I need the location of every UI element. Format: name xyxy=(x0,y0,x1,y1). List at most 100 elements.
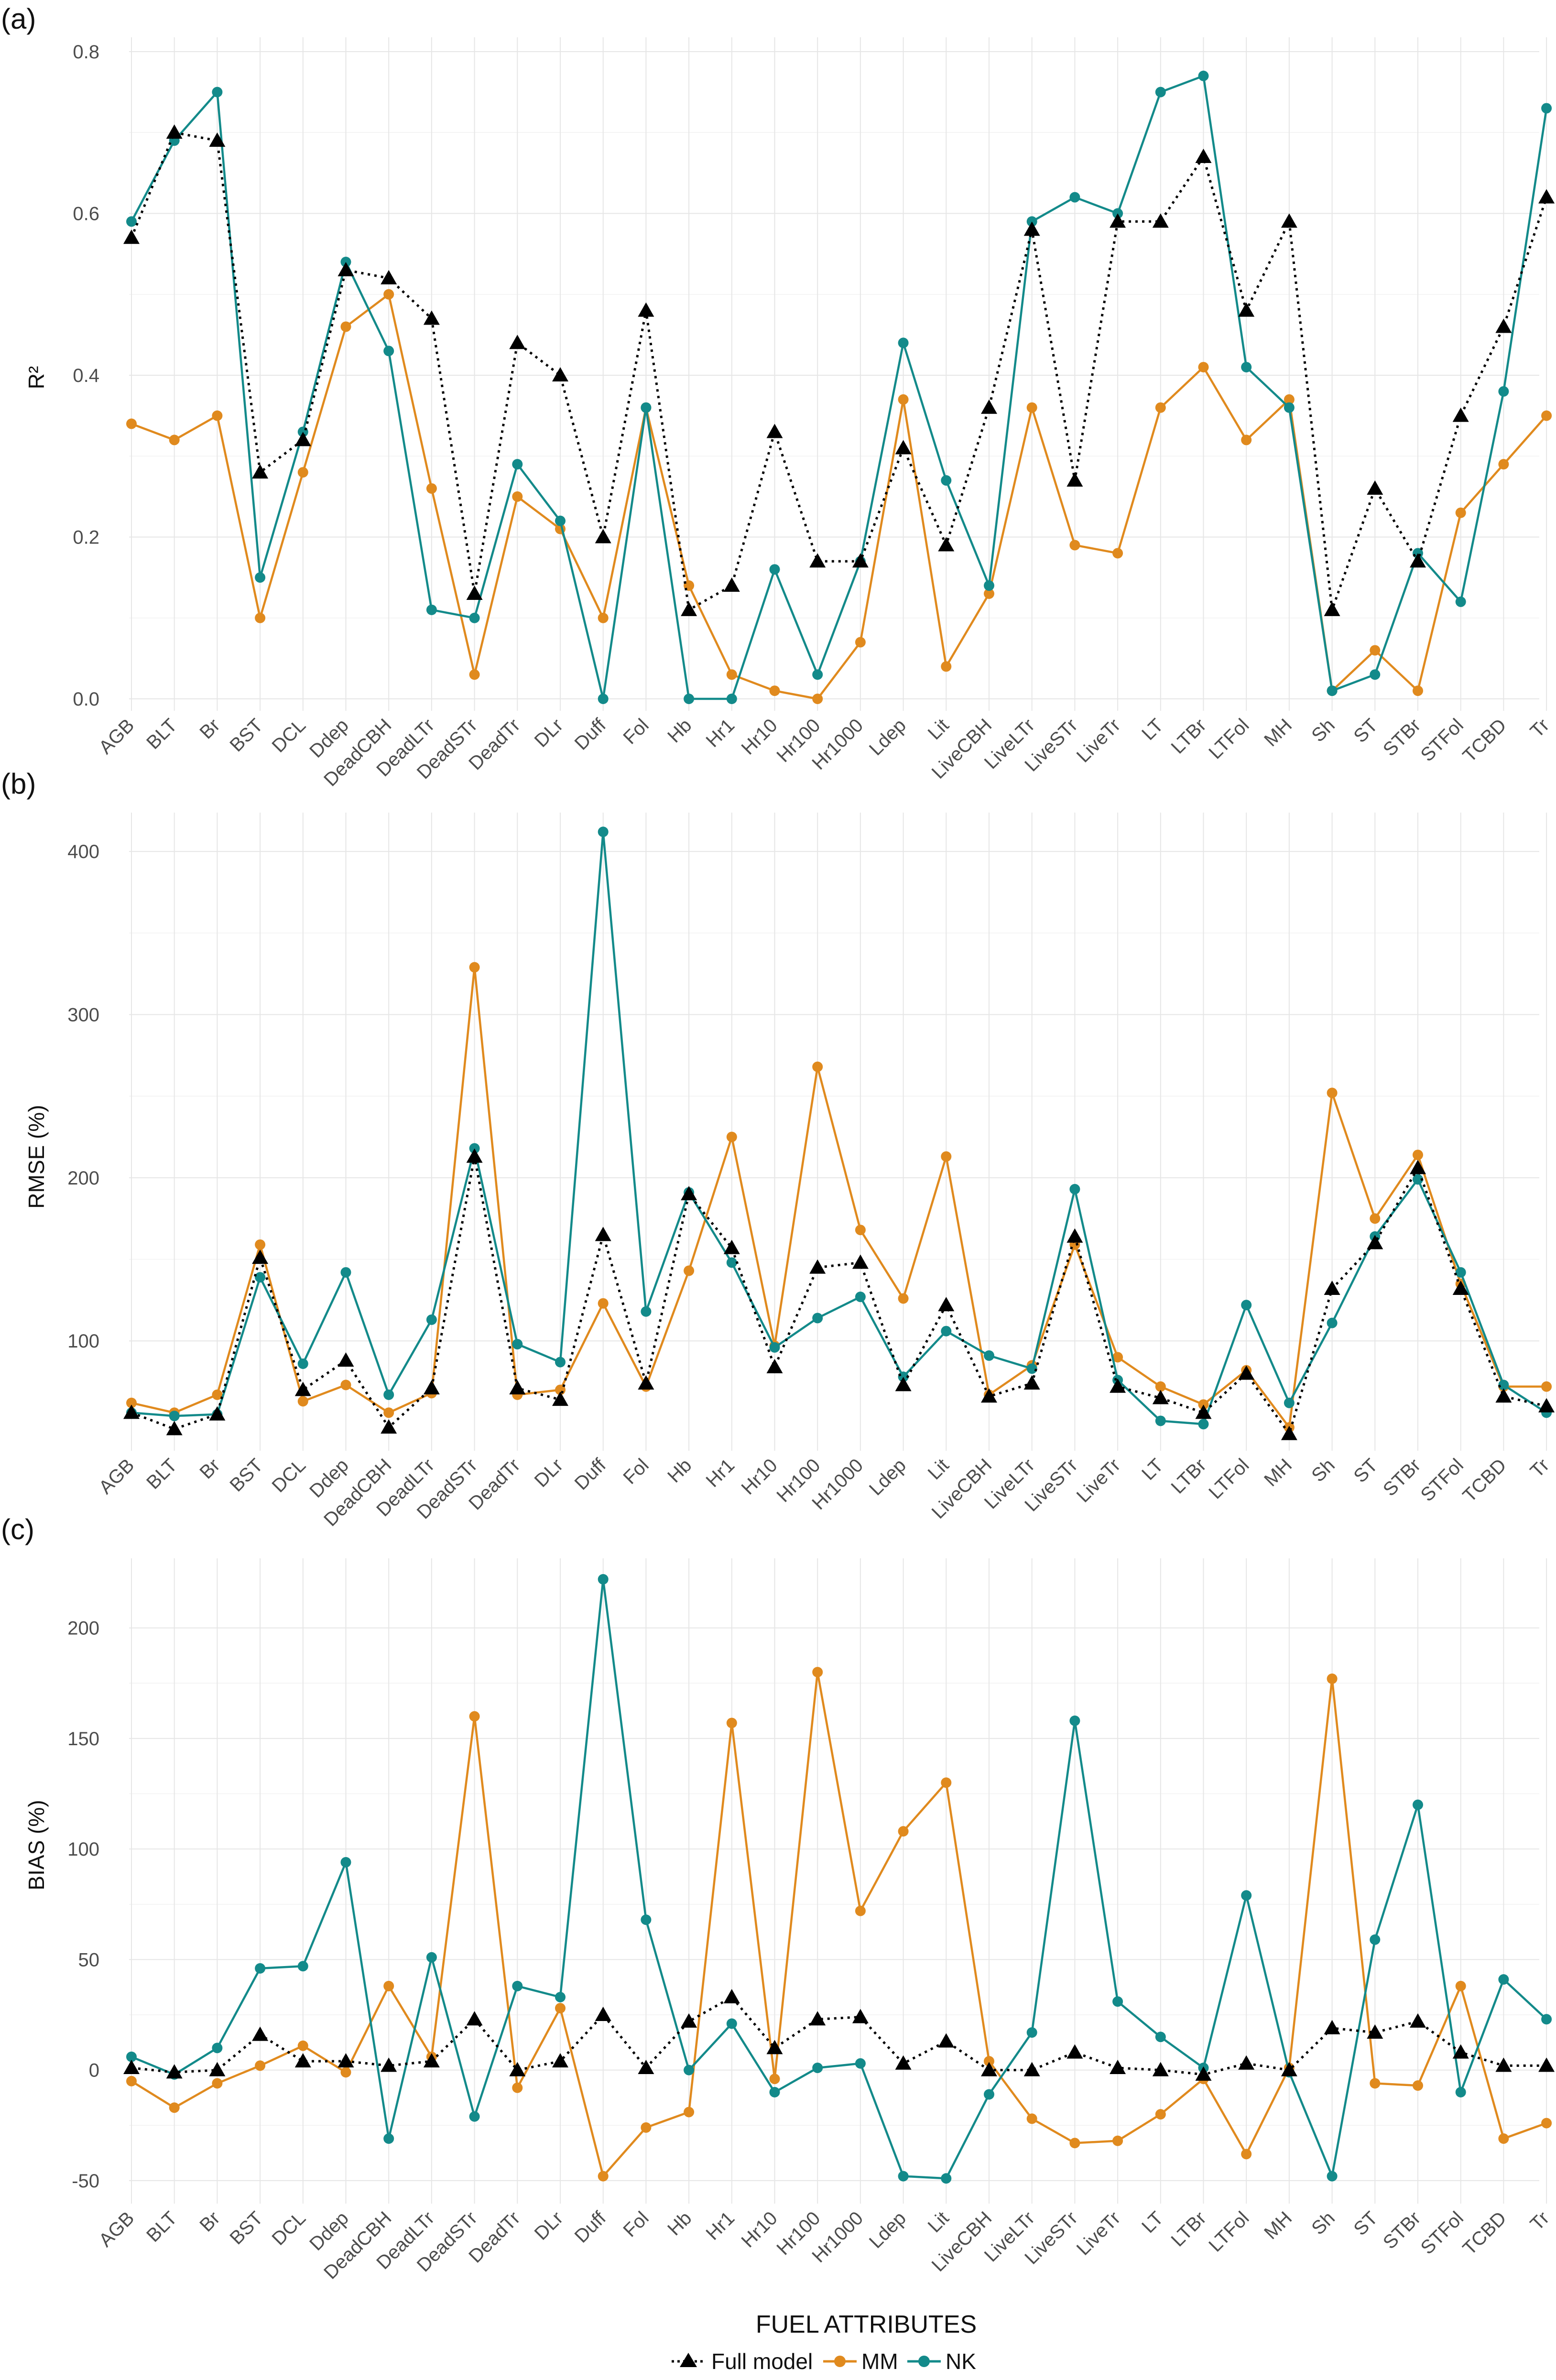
x-tick-label: Fol xyxy=(619,715,653,748)
data-point-full-model xyxy=(209,1406,226,1421)
data-point-full-model xyxy=(938,537,955,552)
x-axis-title: FUEL ATTRIBUTES xyxy=(756,2311,977,2338)
data-point-mm xyxy=(126,1397,137,1408)
x-tick-label: BLT xyxy=(142,2207,181,2246)
data-point-mm xyxy=(255,1239,266,1250)
data-point-full-model xyxy=(1110,2060,1126,2074)
data-point-full-model xyxy=(1023,221,1040,236)
data-point-full-model xyxy=(1367,1235,1383,1250)
data-point-mm xyxy=(1284,394,1295,405)
data-point-mm xyxy=(1498,459,1509,470)
data-point-nk xyxy=(1455,1267,1466,1278)
data-point-full-model xyxy=(1410,1160,1426,1174)
data-point-mm xyxy=(555,2003,566,2014)
data-point-full-model xyxy=(1538,189,1555,204)
data-point-full-model xyxy=(1238,302,1255,317)
data-point-nk xyxy=(1155,2032,1166,2043)
data-point-mm xyxy=(126,418,137,429)
x-tick-label: Hb xyxy=(664,2207,696,2239)
data-point-full-model xyxy=(252,1250,269,1264)
data-point-nk xyxy=(340,1857,351,1868)
series-mm xyxy=(126,289,1552,704)
data-point-full-model xyxy=(595,2007,611,2021)
data-point-nk xyxy=(598,1574,609,1585)
circle-marker-icon xyxy=(918,2356,930,2367)
x-tick-label: Tr xyxy=(1526,715,1554,742)
data-point-nk xyxy=(1026,1363,1037,1374)
data-point-nk xyxy=(297,1961,308,1972)
grid-a xyxy=(129,37,1547,711)
data-point-full-model xyxy=(852,2009,869,2023)
grid-c xyxy=(129,1558,1547,2204)
data-point-nk xyxy=(855,2058,866,2069)
data-point-nk xyxy=(941,475,952,486)
data-point-mm xyxy=(297,467,308,478)
x-tick-label: BLT xyxy=(142,715,181,753)
circle-marker-icon xyxy=(834,2356,846,2367)
data-point-full-model xyxy=(938,1297,955,1312)
series-nk xyxy=(126,826,1552,1430)
data-point-nk xyxy=(598,826,609,837)
x-tick-label: LTBr xyxy=(1167,1455,1210,1498)
data-point-mm xyxy=(684,1265,695,1276)
data-point-mm xyxy=(812,1061,823,1072)
data-point-full-model xyxy=(1152,2062,1169,2076)
x-tick-label: STFol xyxy=(1417,2207,1468,2259)
data-point-mm xyxy=(726,1717,737,1728)
data-point-full-model xyxy=(766,1358,783,1373)
data-point-nk xyxy=(1198,70,1209,81)
data-point-full-model xyxy=(852,1254,869,1269)
series-mm xyxy=(126,1667,1552,2182)
series-line-nk xyxy=(131,1578,1547,2180)
data-point-full-model xyxy=(981,1388,997,1403)
data-point-mm xyxy=(1413,1150,1423,1161)
data-point-mm xyxy=(941,1151,952,1162)
data-point-nk xyxy=(1327,1317,1338,1328)
data-point-nk xyxy=(212,2043,223,2054)
grid-b xyxy=(129,813,1547,1451)
series-nk xyxy=(126,1574,1552,2184)
data-point-full-model xyxy=(1495,318,1512,333)
x-tick-label: Hb xyxy=(664,715,696,747)
x-tick-label: Duff xyxy=(571,2207,610,2247)
data-point-mm xyxy=(984,588,994,599)
data-point-mm xyxy=(212,410,223,421)
data-point-nk xyxy=(898,337,909,348)
x-tick-label: LiveTr xyxy=(1073,715,1125,767)
data-point-mm xyxy=(1069,2138,1080,2149)
data-point-full-model xyxy=(981,399,997,414)
data-point-mm xyxy=(769,2074,780,2085)
data-point-nk xyxy=(984,580,994,591)
y-ticks-a: 0.0 0.2 0.4 0.6 0.8 xyxy=(73,42,99,710)
data-point-nk xyxy=(255,1963,266,1974)
data-point-nk xyxy=(1069,1184,1080,1195)
x-tick-label: LTBr xyxy=(1167,2207,1210,2250)
data-point-full-model xyxy=(252,464,269,479)
panel-label-a: (a) xyxy=(1,3,36,35)
data-point-mm xyxy=(1155,2109,1166,2120)
x-tick-label: LTFol xyxy=(1205,715,1253,763)
data-point-full-model xyxy=(723,1239,740,1254)
data-point-full-model xyxy=(552,1391,568,1406)
x-tick-label: Tr xyxy=(1526,2207,1554,2235)
data-point-nk xyxy=(1284,402,1295,413)
data-point-mm xyxy=(383,289,394,300)
series-line-full-model xyxy=(131,1996,1547,2076)
data-point-nk xyxy=(598,694,609,704)
y-tick-label: 200 xyxy=(67,1618,99,1639)
y-ticks-b: 100 200 300 400 xyxy=(67,841,99,1352)
data-point-mm xyxy=(769,685,780,696)
x-tick-label: Hb xyxy=(664,1455,696,1487)
y-tick-label: 300 xyxy=(67,1005,99,1026)
data-point-mm xyxy=(383,1980,394,1991)
data-point-nk xyxy=(812,2063,823,2073)
data-point-full-model xyxy=(723,577,740,592)
data-point-mm xyxy=(340,1380,351,1391)
data-point-mm xyxy=(383,1407,394,1418)
data-point-nk xyxy=(1241,1300,1252,1311)
data-point-full-model xyxy=(294,1381,311,1396)
x-ticks-c: AGB BLT Br BST DCLDdepDeadCBHDeadLTrDeadSTrD… xyxy=(95,2207,1554,2283)
data-point-nk xyxy=(641,402,652,413)
x-tick-label: Sh xyxy=(1307,2207,1339,2239)
data-point-full-model xyxy=(1281,1425,1297,1440)
